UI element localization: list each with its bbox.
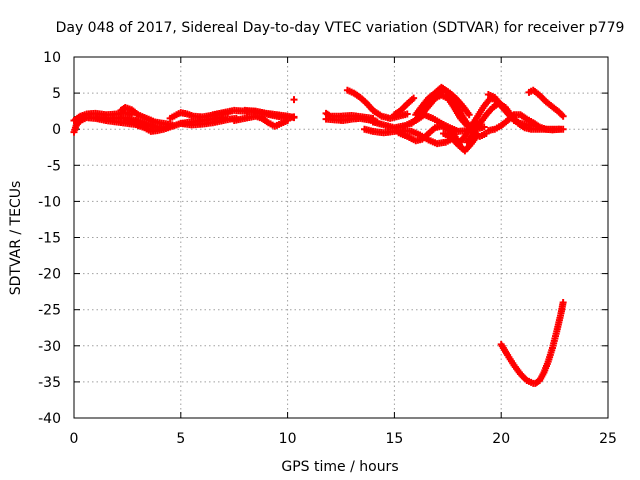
x-axis-label: GPS time / hours	[281, 459, 398, 475]
y-tick-label: -20	[38, 267, 61, 283]
x-axis: 0 5 10 15 20 25	[70, 57, 617, 447]
series-track-11	[241, 106, 298, 122]
x-tick-label: 10	[279, 431, 297, 447]
y-tick-label: -5	[47, 158, 61, 174]
chart-title: Day 048 of 2017, Sidereal Day-to-day VTE…	[56, 20, 625, 36]
grid	[74, 57, 608, 418]
data-point	[465, 111, 473, 119]
series-track-30	[497, 298, 567, 387]
y-tick-label: 0	[52, 122, 61, 138]
y-tick-label: -15	[38, 231, 61, 247]
x-tick-label: 0	[70, 431, 79, 447]
y-tick-label: -10	[38, 194, 61, 210]
x-tick-label: 5	[176, 431, 185, 447]
y-tick-label: -30	[38, 339, 61, 355]
series-track-23	[433, 86, 473, 119]
data-point	[559, 112, 567, 120]
series-track-28	[484, 91, 537, 130]
data-point	[480, 123, 488, 131]
data-point	[559, 298, 567, 306]
x-tick-label: 15	[385, 431, 403, 447]
data-point	[403, 110, 411, 118]
series-track-12	[290, 96, 298, 104]
series-track-27	[484, 111, 563, 135]
data-point	[166, 123, 174, 131]
series-track-06	[134, 122, 174, 135]
y-axis-label: SDTVAR / TECUs	[8, 181, 24, 296]
series-track-19	[390, 94, 418, 119]
data-point	[290, 96, 298, 104]
series-track-10	[230, 112, 292, 130]
data-point	[529, 122, 537, 130]
y-axis: 10 5 0 -5 -10 -15 -20 -25 -30 -35 -40	[38, 50, 608, 427]
data-point	[555, 125, 563, 133]
data-point	[410, 94, 418, 102]
data-series	[70, 83, 567, 387]
y-tick-label: -25	[38, 303, 61, 319]
series-track-08	[177, 114, 240, 129]
series-track-18	[395, 122, 465, 151]
y-tick-label: 10	[43, 50, 61, 66]
series-track-29	[525, 86, 567, 120]
y-tick-label: -35	[38, 375, 61, 391]
y-tick-label: 5	[52, 86, 61, 102]
x-tick-label: 25	[599, 431, 617, 447]
y-tick-label: -40	[38, 411, 61, 427]
data-point	[290, 114, 298, 122]
x-tick-label: 20	[492, 431, 510, 447]
